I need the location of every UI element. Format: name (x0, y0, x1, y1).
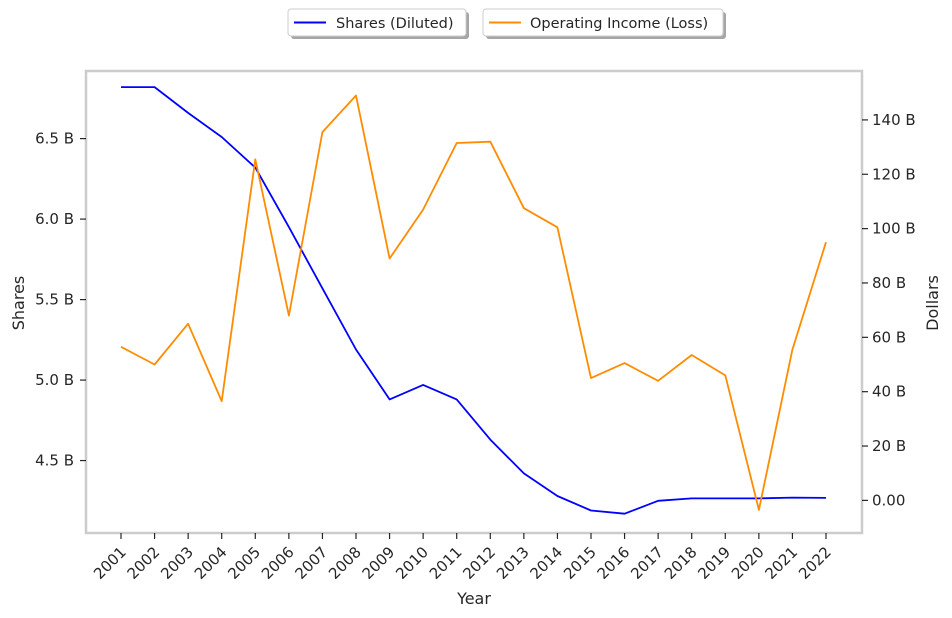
x-tick-label: 2018 (661, 543, 701, 583)
x-axis-label: Year (456, 589, 491, 608)
left-y-tick-label: 5.5 B (35, 291, 74, 309)
x-tick-label: 2009 (359, 543, 399, 583)
right-y-tick-label: 140 B (872, 111, 916, 129)
left-y-axis-label: Shares (9, 276, 28, 331)
x-tick-label: 2003 (157, 543, 197, 583)
x-tick-label: 2007 (292, 543, 332, 583)
right-y-tick-label: 100 B (872, 220, 916, 238)
right-y-tick-label: 60 B (872, 328, 906, 346)
x-tick-label: 2014 (527, 543, 567, 583)
x-tick-label: 2008 (325, 543, 365, 583)
x-axis: 2001200220032004200520062007200820092010… (90, 533, 835, 583)
right-y-tick-label: 40 B (872, 383, 906, 401)
x-tick-label: 2013 (493, 543, 533, 583)
right-y-axis-label: Dollars (923, 275, 942, 331)
x-tick-label: 2006 (258, 543, 298, 583)
x-tick-label: 2016 (594, 543, 634, 583)
plot-area (84, 69, 864, 535)
x-tick-label: 2011 (426, 543, 466, 583)
right-y-tick-label: 20 B (872, 437, 906, 455)
x-tick-label: 2019 (694, 543, 734, 583)
legend-item-operating-income[interactable]: Operating Income (Loss) (482, 8, 726, 39)
legend: Shares (Diluted) Operating Income (Loss) (287, 8, 726, 39)
series-layer (120, 86, 827, 515)
legend-item-shares[interactable]: Shares (Diluted) (287, 8, 469, 39)
left-y-tick-label: 4.5 B (35, 452, 74, 470)
right-y-tick-label: 0.00 (872, 491, 905, 509)
right-y-axis: 0.00 20 B 40 B 60 B 80 B 100 B 120 B 140 B (862, 111, 916, 509)
legend-label-operating-income: Operating Income (Loss) (530, 16, 708, 32)
x-tick-label: 2001 (90, 543, 130, 583)
x-tick-label: 2002 (124, 543, 164, 583)
right-y-tick-label: 80 B (872, 274, 906, 292)
x-tick-label: 2004 (191, 543, 231, 583)
series-line-shares-diluted (121, 86, 827, 515)
x-tick-label: 2012 (459, 543, 499, 583)
right-y-tick-label: 120 B (872, 165, 916, 183)
left-y-axis: 4.5 B 5.0 B 5.5 B 6.0 B 6.5 B (35, 130, 86, 470)
left-y-tick-label: 6.5 B (35, 130, 74, 148)
series-line-operating-income-loss (120, 94, 827, 511)
plot-frame (84, 69, 864, 535)
x-tick-label: 2017 (627, 543, 667, 583)
x-tick-label: 2015 (560, 543, 600, 583)
x-tick-label: 2010 (392, 543, 432, 583)
x-tick-label: 2005 (224, 543, 264, 583)
left-y-tick-label: 6.0 B (35, 210, 74, 228)
left-y-tick-label: 5.0 B (35, 371, 74, 389)
x-tick-label: 2020 (728, 543, 768, 583)
x-tick-label: 2022 (795, 543, 835, 583)
x-tick-label: 2021 (762, 543, 802, 583)
legend-label-shares: Shares (Diluted) (336, 16, 454, 32)
